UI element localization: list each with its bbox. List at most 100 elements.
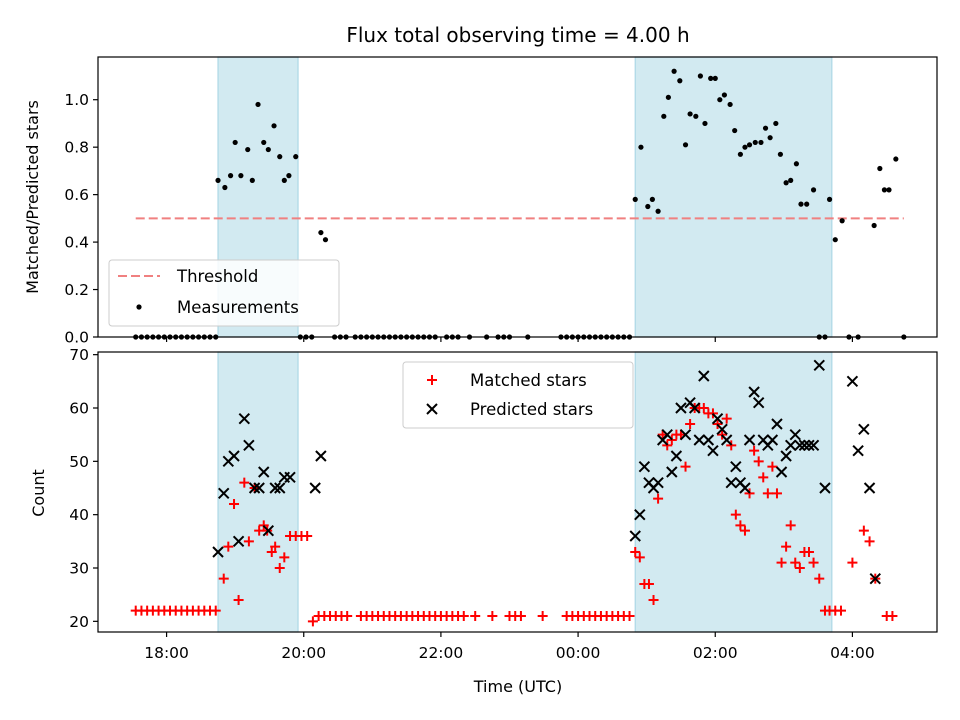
- predicted-star-point: [238, 412, 251, 425]
- ratio-panel-frame: [97, 56, 938, 338]
- matched-star-point: [776, 557, 787, 568]
- matched-star-point: [762, 488, 773, 499]
- matched-star-point: [781, 541, 792, 552]
- measurement-point: [881, 187, 888, 193]
- matched-star-point: [458, 611, 469, 621]
- measurement-point: [783, 180, 789, 186]
- count-panel-y-axis: 20 30 40 50 60 70: [69, 346, 98, 631]
- legend-matched-swatch: [427, 375, 437, 385]
- legend-box: [108, 259, 340, 327]
- measurement-point: [788, 177, 794, 183]
- measurement-point: [839, 218, 845, 224]
- measurement-point: [661, 113, 667, 119]
- measurement-point: [732, 127, 738, 134]
- predicted-star-point: [803, 439, 815, 452]
- measurement-point: [810, 187, 817, 193]
- predicted-star-point: [232, 535, 245, 548]
- ratio-panel-ylabel: Matched/Predicted stars: [23, 100, 42, 294]
- matched-star-point: [243, 536, 254, 547]
- predicted-star-point: [771, 418, 783, 430]
- measurement-point: [322, 237, 329, 243]
- predicted-star-point: [780, 450, 792, 462]
- measurement-point: [758, 139, 764, 146]
- legend-matched-label: Matched stars: [470, 371, 587, 390]
- measurement-point: [677, 78, 683, 84]
- predicted-star-point: [725, 476, 737, 489]
- y-tick-label: 0.2: [64, 281, 89, 299]
- matched-star-point: [835, 605, 846, 616]
- y-tick-label: 0.8: [64, 139, 89, 157]
- x-tick-label: 00:00: [556, 644, 601, 662]
- predicted-star-point: [638, 460, 651, 473]
- y-tick-label: 40: [69, 506, 89, 524]
- measurement-point: [249, 177, 255, 183]
- matched-star-point: [270, 541, 281, 552]
- matched-star-point: [785, 520, 796, 531]
- matched-star-point: [887, 611, 898, 621]
- y-tick-label: 0.6: [64, 186, 89, 204]
- observing-window-1: [634, 351, 833, 633]
- x-axis-label: Time (UTC): [473, 677, 562, 696]
- measurement-point: [727, 101, 733, 108]
- count-panel-x-axis: 18:00 20:00 22:00 00:00 02:00 04:00: [144, 632, 875, 662]
- predicted-star-point: [228, 450, 240, 462]
- matched-star-point: [790, 557, 801, 568]
- matched-star-point: [735, 520, 746, 531]
- matched-star-point: [233, 595, 244, 605]
- y-tick-label: 0.0: [64, 329, 89, 347]
- measurement-point: [798, 201, 804, 207]
- legend-predicted-label: Predicted stars: [470, 400, 593, 419]
- measurement-point: [655, 208, 661, 214]
- legend-box: [402, 361, 634, 429]
- predicted-star-point: [819, 482, 831, 494]
- matched-star-point: [858, 525, 869, 536]
- predicted-star-point: [679, 428, 692, 441]
- matched-star-point: [847, 557, 858, 568]
- predicted-star-point: [711, 412, 724, 425]
- y-tick-label: 20: [69, 613, 89, 631]
- predicted-star-point: [858, 423, 870, 436]
- measurement-point: [318, 229, 324, 236]
- measurement-point: [877, 165, 883, 172]
- legend-measurement-swatch: [136, 304, 142, 310]
- predicted-star-point: [212, 546, 224, 558]
- predicted-star-point: [807, 439, 820, 452]
- measurement-point: [832, 237, 838, 243]
- measurement-point: [697, 73, 703, 79]
- measurement-point: [649, 196, 655, 202]
- predicted-star-point: [739, 482, 751, 494]
- matched-star-point: [342, 611, 353, 621]
- measurement-point: [671, 68, 677, 74]
- predicted-star-point: [218, 487, 230, 500]
- predicted-star-point: [269, 482, 281, 494]
- measurement-point: [271, 123, 277, 129]
- y-tick-label: 0.4: [64, 234, 89, 252]
- matched-star-point: [634, 552, 645, 563]
- measurement-point: [893, 156, 899, 162]
- matched-star-point: [864, 536, 875, 547]
- measurement-point: [227, 173, 234, 179]
- predicted-star-point: [863, 482, 876, 494]
- measurement-point: [215, 177, 221, 183]
- predicted-star-point: [253, 482, 265, 494]
- measurement-point: [793, 161, 800, 167]
- predicted-star-point: [693, 434, 705, 446]
- x-tick-label: 18:00: [144, 644, 189, 662]
- matched-star-point: [721, 413, 732, 424]
- predicted-star-point: [748, 386, 760, 398]
- predicted-star-point: [720, 434, 733, 446]
- predicted-star-point: [794, 439, 806, 452]
- measurement-point: [742, 144, 748, 150]
- predicted-star-point: [846, 375, 859, 388]
- y-tick-label: 60: [69, 400, 89, 418]
- matched-star-point: [680, 461, 691, 472]
- measurement-point: [245, 146, 251, 153]
- observing-window-1: [634, 56, 833, 338]
- measurement-point: [293, 154, 299, 160]
- predicted-star-point: [666, 466, 678, 478]
- measurement-point: [682, 142, 689, 148]
- measurement-point: [804, 201, 810, 207]
- matched-star-point: [771, 488, 782, 499]
- predicted-star-point: [670, 450, 683, 462]
- predicted-star-point: [248, 482, 261, 494]
